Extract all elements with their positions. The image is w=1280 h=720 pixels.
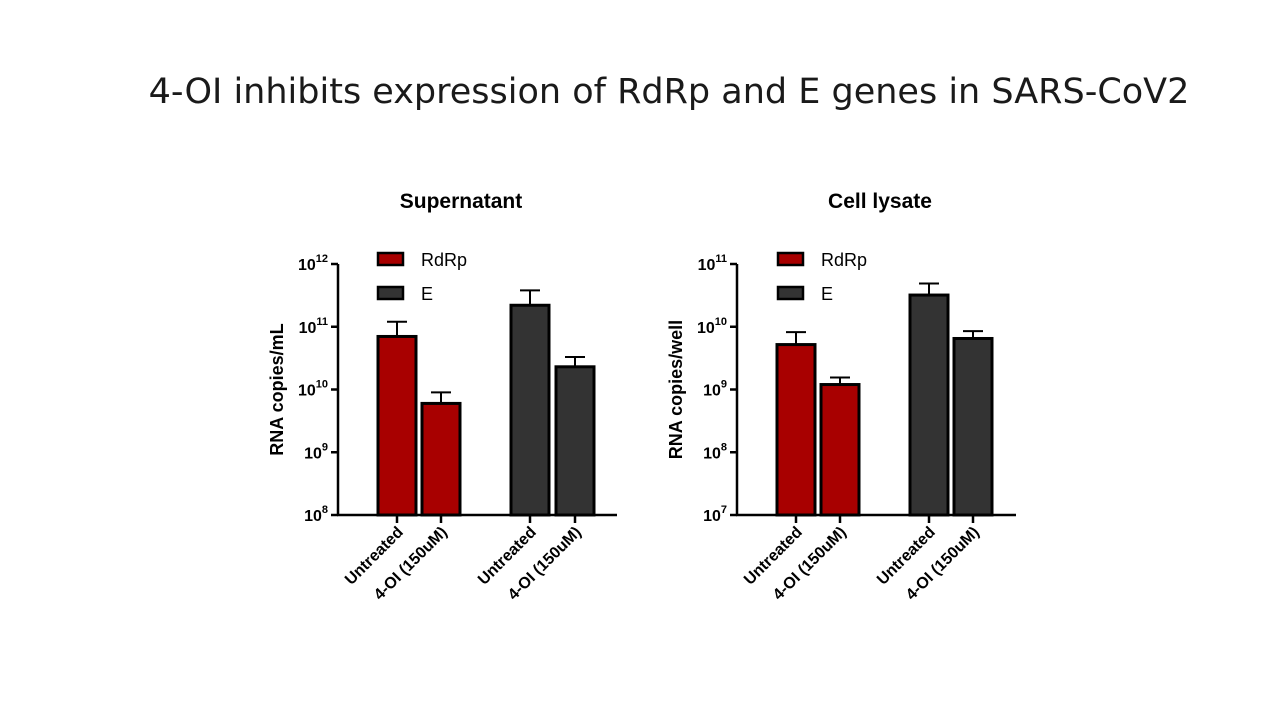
y-tick-label: 1010 xyxy=(697,316,727,337)
y-tick-label: 1011 xyxy=(698,253,727,274)
y-tick-label: 109 xyxy=(703,379,727,400)
bar-rdrp xyxy=(775,343,817,517)
y-axis-label: RNA copies/mL xyxy=(267,323,287,455)
legend-label-e: E xyxy=(821,284,833,304)
y-tick-label: 107 xyxy=(703,504,727,525)
y-tick-label: 1011 xyxy=(299,316,328,337)
bar-e xyxy=(509,303,551,517)
y-axis-label: RNA copies/well xyxy=(666,320,686,459)
y-tick-label: 1012 xyxy=(298,253,328,274)
bar-rdrp xyxy=(819,383,861,517)
legend-swatch-rdrp xyxy=(776,251,805,267)
bar-e xyxy=(952,336,994,517)
legend-label-rdrp: RdRp xyxy=(421,250,467,270)
legend-swatch-e xyxy=(776,285,805,301)
legend-swatch-e xyxy=(376,285,405,301)
bar-rdrp xyxy=(376,334,418,517)
legend-label-e: E xyxy=(421,284,433,304)
bar-e xyxy=(908,293,950,517)
bar-rdrp xyxy=(420,401,462,517)
y-tick-label: 108 xyxy=(703,441,727,462)
legend-swatch-rdrp xyxy=(376,251,405,267)
bar-e xyxy=(554,365,596,517)
slide-title: 4-OI inhibits expression of RdRp and E g… xyxy=(148,72,1190,112)
y-tick-label: 108 xyxy=(304,504,328,525)
legend-label-rdrp: RdRp xyxy=(821,250,867,270)
chart-panel-0: Supernatant RNA copies/mL 108 109 1010 1011 10… xyxy=(267,190,617,604)
y-tick-label: 1010 xyxy=(298,379,328,400)
chart-panel-1: Cell lysate RNA copies/well 107 108 109 1010 1… xyxy=(666,190,1016,604)
chart-title: Cell lysate xyxy=(828,190,932,213)
y-tick-label: 109 xyxy=(304,441,328,462)
chart-title: Supernatant xyxy=(400,190,523,213)
